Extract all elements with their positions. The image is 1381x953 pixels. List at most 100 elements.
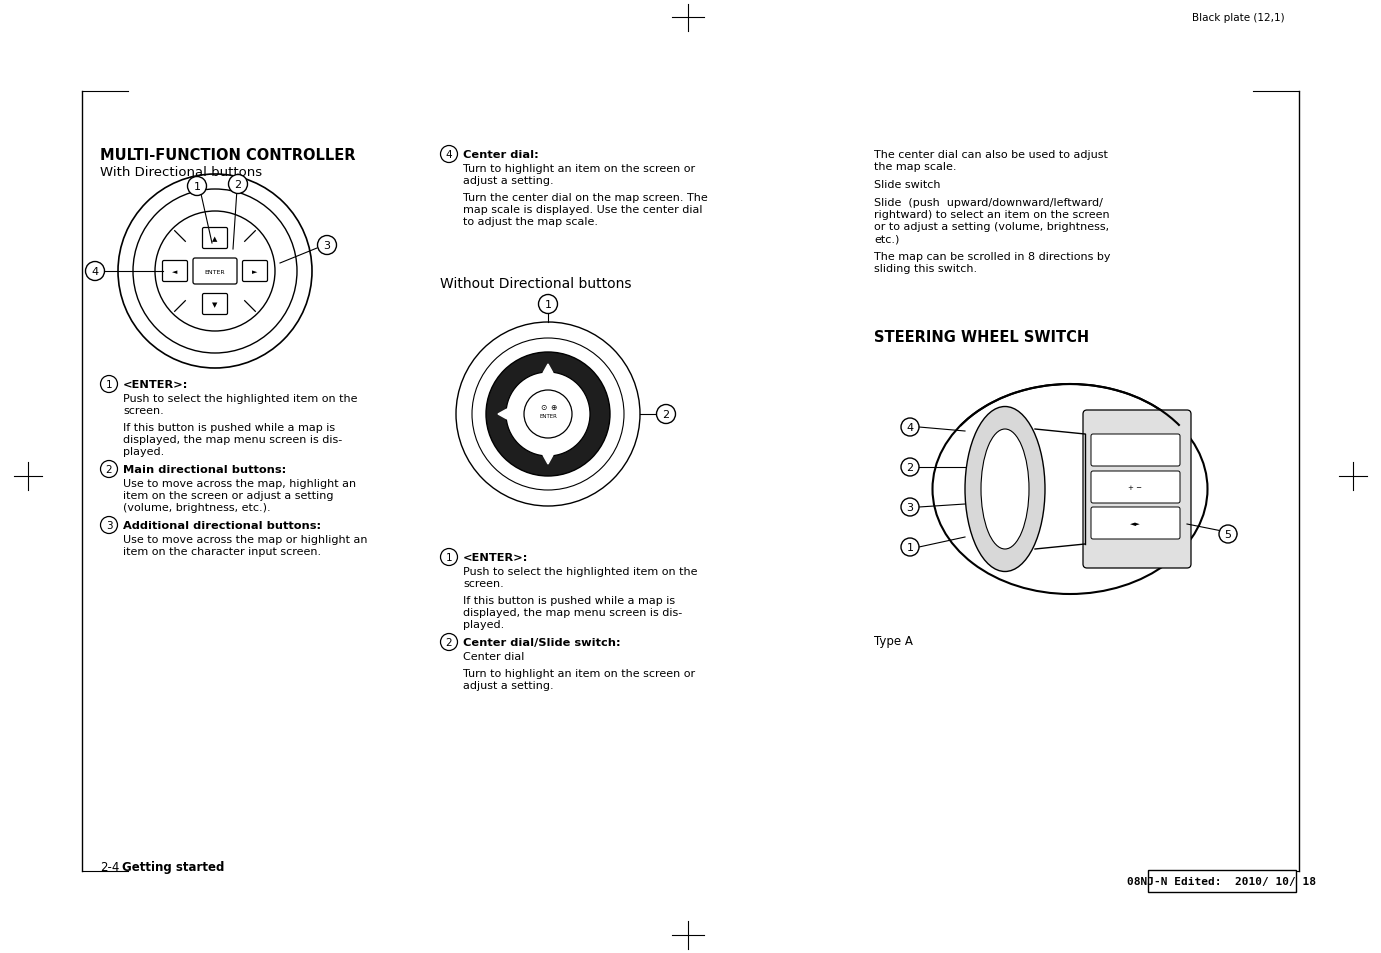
Text: 2: 2 [235, 180, 242, 190]
Text: 2: 2 [663, 410, 670, 419]
Text: Use to move across the map, highlight an: Use to move across the map, highlight an [123, 478, 356, 489]
Text: item on the character input screen.: item on the character input screen. [123, 546, 322, 557]
Text: ⊕: ⊕ [550, 402, 557, 411]
Text: Type A: Type A [874, 635, 913, 648]
Circle shape [486, 353, 610, 476]
Text: If this button is pushed while a map is: If this button is pushed while a map is [463, 596, 675, 605]
Text: Additional directional buttons:: Additional directional buttons: [123, 520, 322, 531]
FancyBboxPatch shape [193, 258, 238, 285]
Text: 2: 2 [446, 638, 453, 647]
Text: played.: played. [463, 619, 504, 629]
Circle shape [155, 212, 275, 332]
Polygon shape [543, 456, 552, 464]
Circle shape [318, 236, 337, 255]
Text: Push to select the highlighted item on the: Push to select the highlighted item on t… [463, 566, 697, 577]
Circle shape [117, 174, 312, 369]
Text: ◄: ◄ [173, 269, 178, 274]
Text: 1: 1 [446, 553, 453, 562]
Text: adjust a setting.: adjust a setting. [463, 175, 554, 186]
Text: Center dial/Slide switch:: Center dial/Slide switch: [463, 638, 620, 647]
Text: 1: 1 [193, 182, 200, 192]
Circle shape [900, 498, 918, 517]
FancyBboxPatch shape [1148, 870, 1295, 892]
Circle shape [1219, 525, 1237, 543]
Text: ◄►: ◄► [1130, 520, 1141, 526]
FancyBboxPatch shape [243, 261, 268, 282]
Text: If this button is pushed while a map is: If this button is pushed while a map is [123, 422, 336, 433]
Text: MULTI-FUNCTION CONTROLLER: MULTI-FUNCTION CONTROLLER [99, 148, 355, 162]
FancyBboxPatch shape [203, 229, 228, 250]
Circle shape [101, 517, 117, 534]
FancyBboxPatch shape [1091, 472, 1179, 503]
Text: Center dial: Center dial [463, 651, 525, 661]
Text: Slide  (push  upward/downward/leftward/: Slide (push upward/downward/leftward/ [874, 198, 1103, 208]
Text: screen.: screen. [463, 578, 504, 588]
Text: ▼: ▼ [213, 302, 218, 308]
Text: Use to move across the map or highlight an: Use to move across the map or highlight … [123, 535, 367, 544]
Text: sliding this switch.: sliding this switch. [874, 264, 978, 274]
Text: 3: 3 [323, 241, 330, 251]
Text: + −: + − [1128, 484, 1142, 491]
Circle shape [539, 295, 558, 314]
FancyBboxPatch shape [1091, 435, 1179, 467]
Text: rightward) to select an item on the screen: rightward) to select an item on the scre… [874, 210, 1109, 220]
Text: ►: ► [253, 269, 258, 274]
Text: STEERING WHEEL SWITCH: STEERING WHEEL SWITCH [874, 330, 1090, 345]
Text: Turn the center dial on the map screen. The: Turn the center dial on the map screen. … [463, 193, 707, 203]
Circle shape [441, 147, 457, 163]
Text: 4: 4 [446, 150, 453, 160]
FancyBboxPatch shape [1091, 507, 1179, 539]
Text: etc.): etc.) [874, 233, 899, 244]
Text: 3: 3 [106, 520, 112, 531]
Text: Without Directional buttons: Without Directional buttons [441, 276, 631, 291]
Text: played.: played. [123, 447, 164, 456]
Text: or to adjust a setting (volume, brightness,: or to adjust a setting (volume, brightne… [874, 222, 1109, 232]
Text: ENTER: ENTER [539, 414, 557, 419]
Text: 5: 5 [1225, 530, 1232, 539]
Text: Main directional buttons:: Main directional buttons: [123, 464, 286, 475]
Text: 4: 4 [91, 267, 98, 276]
Text: 1: 1 [106, 379, 112, 390]
Circle shape [101, 376, 117, 393]
Text: 1: 1 [906, 542, 913, 553]
FancyBboxPatch shape [1083, 411, 1190, 568]
Circle shape [505, 373, 590, 456]
Text: ⊙: ⊙ [540, 402, 547, 411]
Text: Turn to highlight an item on the screen or: Turn to highlight an item on the screen … [463, 668, 695, 679]
Circle shape [900, 458, 918, 476]
Circle shape [472, 338, 624, 491]
Text: adjust a setting.: adjust a setting. [463, 680, 554, 690]
Text: screen.: screen. [123, 406, 164, 416]
Text: displayed, the map menu screen is dis-: displayed, the map menu screen is dis- [463, 607, 682, 618]
Text: The center dial can also be used to adjust: The center dial can also be used to adju… [874, 150, 1108, 160]
Text: Turn to highlight an item on the screen or: Turn to highlight an item on the screen … [463, 164, 695, 173]
Text: Slide switch: Slide switch [874, 180, 940, 190]
Text: item on the screen or adjust a setting: item on the screen or adjust a setting [123, 491, 333, 500]
Text: ▲: ▲ [213, 235, 218, 242]
Text: map scale is displayed. Use the center dial: map scale is displayed. Use the center d… [463, 205, 703, 214]
Polygon shape [543, 365, 552, 374]
FancyBboxPatch shape [203, 294, 228, 315]
Text: 3: 3 [906, 502, 913, 513]
Circle shape [188, 177, 207, 196]
Text: Push to select the highlighted item on the: Push to select the highlighted item on t… [123, 394, 358, 403]
Text: to adjust the map scale.: to adjust the map scale. [463, 216, 598, 227]
Text: The map can be scrolled in 8 directions by: The map can be scrolled in 8 directions … [874, 252, 1110, 262]
Text: <ENTER>:: <ENTER>: [123, 379, 188, 390]
Text: 08NJ-N Edited:  2010/ 10/ 18: 08NJ-N Edited: 2010/ 10/ 18 [1127, 876, 1316, 886]
Ellipse shape [932, 385, 1207, 595]
Circle shape [456, 323, 639, 506]
Circle shape [228, 175, 247, 194]
Circle shape [656, 405, 675, 424]
Text: 2: 2 [106, 464, 112, 475]
Text: 4: 4 [906, 422, 914, 433]
Text: ENTER: ENTER [204, 269, 225, 274]
Text: the map scale.: the map scale. [874, 162, 957, 172]
Text: Getting started: Getting started [122, 861, 224, 874]
Text: <ENTER>:: <ENTER>: [463, 553, 529, 562]
Text: With Directional buttons: With Directional buttons [99, 167, 262, 179]
Circle shape [133, 190, 297, 354]
Text: 1: 1 [544, 299, 551, 310]
Circle shape [441, 549, 457, 566]
Text: (volume, brightness, etc.).: (volume, brightness, etc.). [123, 502, 271, 513]
